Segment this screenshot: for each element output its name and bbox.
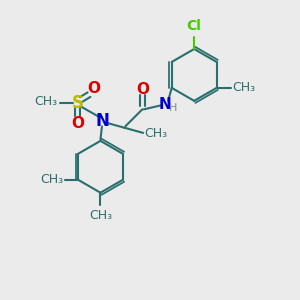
Text: S: S	[72, 94, 84, 112]
Text: Cl: Cl	[187, 19, 202, 33]
Text: CH₃: CH₃	[89, 209, 112, 222]
Text: H: H	[169, 103, 177, 112]
Text: O: O	[136, 82, 149, 97]
Text: CH₃: CH₃	[145, 127, 168, 140]
Text: CH₃: CH₃	[232, 81, 255, 94]
Text: O: O	[88, 81, 100, 96]
Text: N: N	[96, 112, 110, 130]
Text: N: N	[159, 97, 172, 112]
Text: CH₃: CH₃	[35, 95, 58, 108]
Text: CH₃: CH₃	[40, 173, 63, 186]
Text: O: O	[71, 116, 84, 131]
